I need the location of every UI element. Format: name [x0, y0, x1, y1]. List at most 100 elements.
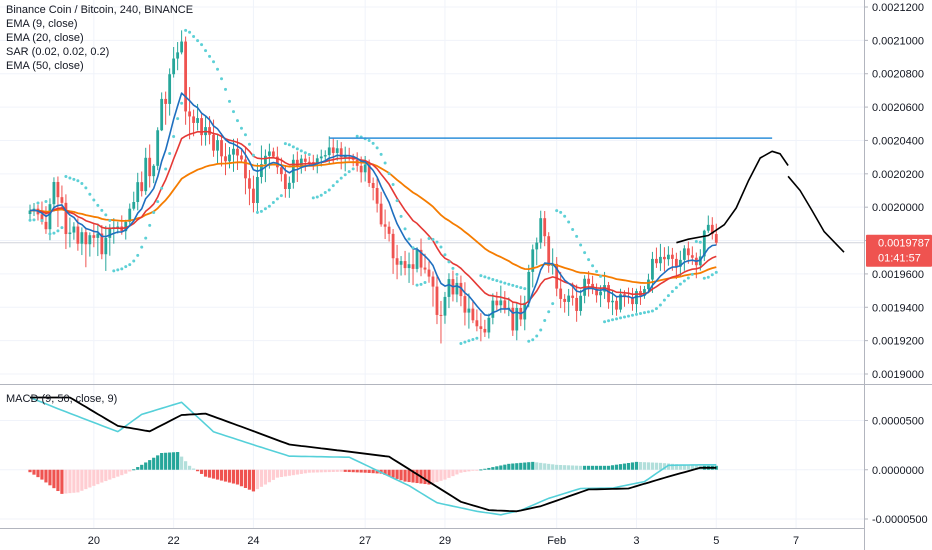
candle-body [623, 294, 626, 297]
sar-dot [455, 272, 459, 276]
sar-dot [710, 273, 714, 277]
candle-body [80, 232, 84, 244]
macd-bar [235, 469, 240, 485]
macd-bar [76, 469, 80, 493]
sar-dot [539, 328, 543, 332]
candle-body [307, 161, 311, 163]
candle-body [447, 279, 451, 297]
sar-dot [331, 184, 335, 188]
sar-dot [555, 209, 559, 213]
macd-bar [638, 462, 643, 470]
sar-dot [140, 245, 144, 249]
candle-body [279, 167, 283, 175]
macd-bar [211, 469, 216, 479]
sar-dot [674, 286, 678, 290]
sar-dot [80, 182, 84, 186]
macd-bar [351, 469, 355, 473]
macd-bar [60, 469, 64, 494]
sar-dot [491, 277, 495, 281]
candle-body [643, 289, 646, 296]
candle-body [455, 282, 459, 295]
sar-dot [96, 203, 100, 207]
macd-bar [443, 469, 447, 480]
candle-body [619, 294, 622, 310]
candle-body [423, 267, 427, 270]
macd-axis-label: -0.0000500 [872, 514, 928, 526]
sar-dot [615, 317, 619, 321]
candle-body [40, 214, 44, 222]
sar-dot [188, 30, 192, 34]
macd-bar [371, 469, 375, 474]
candle-body [184, 41, 188, 112]
sar-dot [595, 269, 599, 273]
candle-body [327, 147, 331, 156]
candle-body [678, 259, 682, 267]
macd-bar [124, 469, 128, 474]
candle-body [575, 297, 579, 311]
macd-line [30, 396, 717, 513]
macd-bar [515, 463, 519, 470]
sar-dot [630, 313, 634, 317]
candle-body [479, 326, 483, 329]
candle-body [651, 258, 654, 280]
macd-bar [359, 469, 363, 473]
sar-dot [176, 117, 180, 121]
sar-dot [216, 67, 220, 71]
macd-bar [219, 469, 224, 481]
chart-title: Binance Coin / Bitcoin, 240, BINANCE [6, 4, 194, 16]
sar-dot [443, 253, 447, 257]
candle-body [44, 221, 48, 230]
price-axis-label: 0.0020000 [872, 202, 924, 214]
macd-bar [100, 469, 104, 483]
candle-body [232, 148, 235, 155]
macd-bar [36, 469, 40, 478]
candle-body [686, 248, 690, 256]
macd-bar [431, 469, 435, 484]
macd-bar [479, 469, 483, 471]
sar-dot [32, 218, 36, 222]
sar-dot [519, 286, 523, 290]
macd-bar [227, 469, 232, 483]
sar-dot [435, 240, 439, 244]
candle-body [216, 140, 219, 151]
macd-bar [650, 462, 655, 470]
candle-body [228, 154, 231, 162]
macd-bar [108, 469, 112, 480]
macd-bar [646, 462, 651, 470]
macd-bar [152, 457, 156, 470]
macd-bar [579, 465, 583, 470]
candle-body [168, 74, 172, 104]
candle-body [264, 155, 267, 165]
macd-bar [630, 462, 635, 470]
sar-dot [112, 269, 116, 273]
macd-bar [303, 469, 307, 474]
macd-bar [52, 469, 56, 489]
candle-body [52, 181, 56, 205]
candle-body [224, 156, 227, 162]
candle-body [164, 98, 168, 104]
candle-body [323, 155, 327, 157]
candle-body [563, 298, 567, 302]
price-axis-label: 0.0019600 [872, 269, 924, 281]
sar-dot [279, 194, 283, 198]
sar-dot [200, 43, 204, 47]
candle-body [315, 158, 319, 164]
macd-bar [156, 455, 160, 470]
macd-bar [694, 465, 698, 470]
sar-dot [36, 201, 40, 205]
candle-body [607, 285, 610, 303]
sar-dot [144, 236, 148, 240]
macd-bar [136, 467, 140, 470]
candle-body [248, 178, 251, 189]
price-badge-value: 0.0019787 [878, 238, 930, 250]
candle-body [287, 182, 291, 189]
sar-dot [503, 281, 507, 285]
sar-dot [92, 198, 96, 202]
macd-bar [299, 469, 303, 474]
sar-dot [263, 207, 267, 211]
sar-dot [575, 234, 579, 238]
sar-dot [411, 246, 415, 250]
candle-body [531, 249, 535, 272]
macd-bar [191, 468, 196, 470]
